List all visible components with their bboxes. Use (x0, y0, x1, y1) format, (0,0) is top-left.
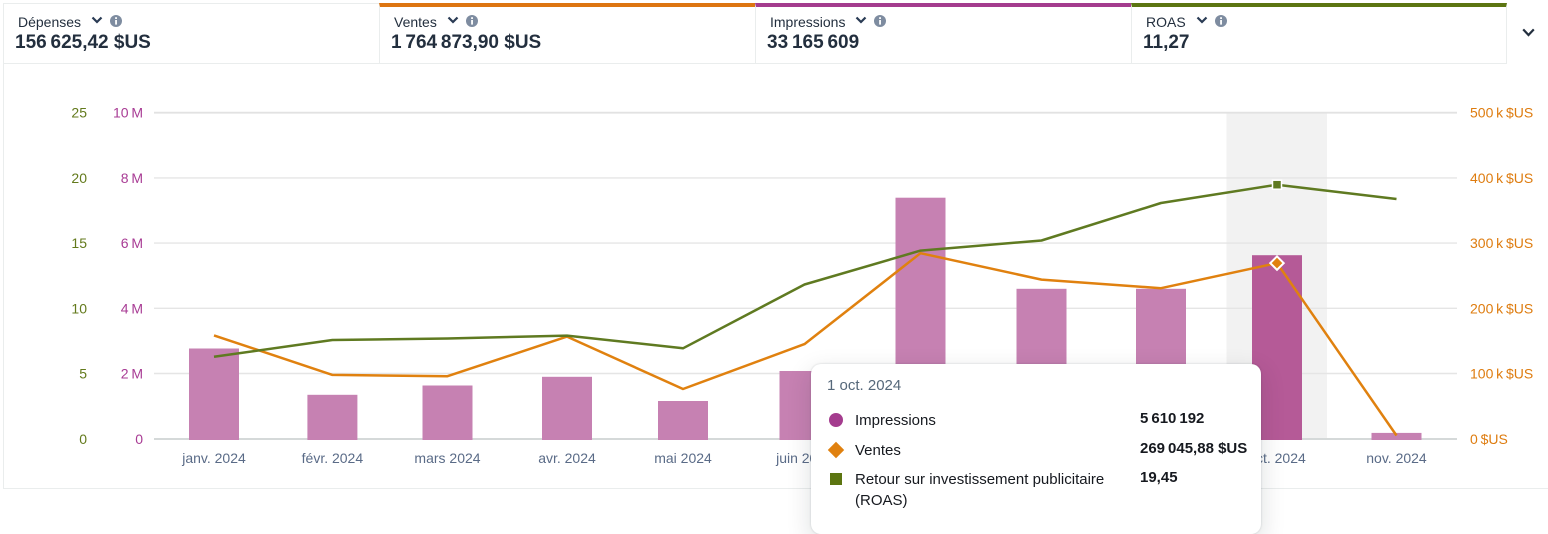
svg-text:10 M: 10 M (113, 105, 143, 121)
svg-text:0 $US: 0 $US (1470, 431, 1508, 447)
svg-text:mai 2024: mai 2024 (654, 450, 712, 466)
svg-text:20: 20 (71, 170, 87, 186)
svg-text:300 k $US: 300 k $US (1470, 235, 1533, 251)
svg-text:25: 25 (71, 105, 87, 121)
svg-text:avr. 2024: avr. 2024 (538, 450, 596, 466)
svg-text:oct. 2024: oct. 2024 (1248, 450, 1306, 466)
svg-text:5: 5 (79, 366, 87, 382)
svg-text:10: 10 (71, 300, 87, 316)
svg-text:mars 2024: mars 2024 (414, 450, 480, 466)
svg-text:500 k $US: 500 k $US (1470, 105, 1533, 121)
svg-text:nov. 2024: nov. 2024 (1366, 450, 1427, 466)
svg-text:6 M: 6 M (121, 235, 143, 251)
svg-text:400 k $US: 400 k $US (1470, 170, 1533, 186)
svg-text:févr. 2024: févr. 2024 (302, 450, 364, 466)
svg-text:100 k $US: 100 k $US (1470, 366, 1533, 382)
svg-text:200 k $US: 200 k $US (1470, 300, 1533, 316)
svg-text:2 M: 2 M (121, 366, 143, 382)
svg-text:4 M: 4 M (121, 300, 143, 316)
svg-text:0: 0 (79, 431, 87, 447)
svg-text:15: 15 (71, 235, 87, 251)
svg-text:8 M: 8 M (121, 170, 143, 186)
svg-text:0: 0 (135, 431, 143, 447)
svg-text:janv. 2024: janv. 2024 (181, 450, 246, 466)
